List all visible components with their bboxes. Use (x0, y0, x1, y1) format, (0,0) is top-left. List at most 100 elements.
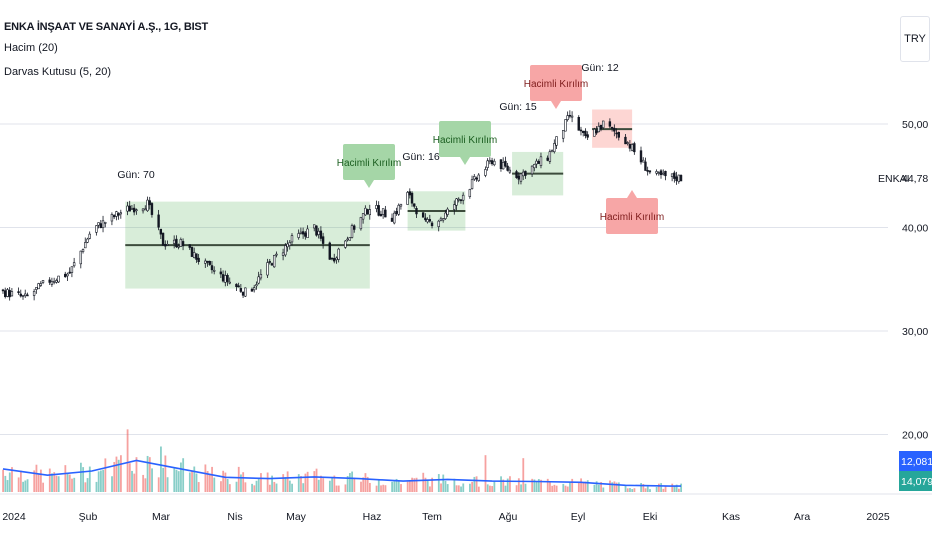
volume-bar (128, 463, 131, 492)
volume-bar (462, 483, 465, 492)
volume-bar (220, 481, 222, 492)
candle-body (546, 157, 549, 161)
candle-body (228, 281, 231, 284)
volume-bar (133, 473, 136, 492)
candle-body (115, 211, 118, 217)
candle-body (344, 240, 347, 248)
volume-bar (524, 483, 527, 492)
volume-bar (222, 470, 225, 492)
candle-body (550, 150, 554, 153)
time-tick-label: Nis (227, 511, 242, 523)
candle-body (150, 203, 154, 215)
candle-body (413, 203, 416, 207)
volume-bar (284, 477, 287, 492)
volume-bar (393, 481, 396, 492)
volume-bar (580, 478, 582, 492)
price-tick-label: 20,00 (902, 430, 928, 442)
candle-body (530, 165, 534, 175)
volume-bar (126, 429, 129, 492)
volume-bar (304, 473, 307, 492)
volume-bar (584, 481, 587, 492)
volume-bar (191, 470, 193, 492)
volume-bar (422, 472, 425, 492)
candle-body (221, 274, 225, 282)
volume-bar (595, 481, 598, 492)
candle-body (306, 228, 309, 239)
candle-body (639, 150, 643, 163)
volume-bar (117, 459, 120, 492)
volume-bar (486, 484, 489, 492)
candle-body (428, 219, 432, 222)
volume-bar (73, 477, 76, 492)
volume-bar (660, 483, 663, 492)
candle-body (8, 290, 11, 298)
candle-body (97, 222, 100, 226)
candle-body (608, 121, 612, 127)
volume-bar (413, 478, 416, 492)
time-tick-label: Ağu (499, 511, 518, 523)
candle-body (455, 198, 458, 206)
candle-body (408, 191, 412, 196)
candle-body (626, 142, 629, 144)
volume-bar (251, 483, 253, 492)
volume-bar (66, 473, 69, 492)
candle-body (397, 204, 400, 215)
candle-body (68, 271, 71, 274)
volume-bar (164, 455, 167, 492)
candle-body (275, 253, 278, 256)
breakout-label: Hacimli Kırılım (433, 121, 497, 165)
darvas-day-count: Gün: 70 (117, 169, 155, 181)
time-tick-label: 2024 (2, 511, 26, 523)
candle-body (66, 273, 69, 277)
volume-bar (224, 472, 227, 492)
candle-body (390, 217, 394, 222)
volume-bar (509, 476, 511, 492)
volume-bar (471, 481, 474, 492)
volume-bar (213, 477, 216, 492)
candle-body (166, 244, 169, 246)
candle-body (39, 283, 42, 286)
volume-bar (613, 481, 616, 492)
candle-body (468, 189, 472, 197)
volume-bar (37, 473, 40, 492)
candle-body (586, 134, 589, 138)
candle-body (410, 192, 414, 204)
candle-body (593, 128, 596, 137)
candle-body (679, 175, 683, 182)
volume-bar (317, 479, 320, 492)
volume-bar (328, 480, 331, 492)
volume-moving-average-line (2, 459, 681, 487)
volume-bar (68, 474, 71, 492)
volume-bar (475, 476, 478, 492)
currency-button[interactable]: TRY (900, 16, 930, 62)
candle-body (457, 198, 460, 201)
breakout-label-text: Hacimli Kırılım (337, 158, 401, 169)
candle-body (444, 212, 447, 220)
candle-body (561, 130, 565, 139)
candle-body (161, 232, 165, 246)
candle-body (35, 287, 38, 290)
darvas-indicator-label[interactable]: Darvas Kutusu (5, 20) (4, 66, 111, 78)
volume-bar (8, 472, 11, 492)
ticker-label: ENKAI (878, 173, 910, 185)
volume-bar (489, 485, 491, 492)
volume-bar (206, 471, 209, 492)
volume-bar (19, 470, 22, 492)
candle-body (237, 285, 240, 288)
candle-body (615, 132, 618, 135)
volume-bar (649, 489, 651, 492)
candle-body (328, 242, 331, 260)
volume-bars (2, 429, 683, 492)
candle-body (281, 252, 285, 256)
volume-bar (364, 473, 367, 492)
volume-indicator-label[interactable]: Hacim (20) (4, 42, 58, 54)
volume-bar (344, 484, 347, 492)
price-axis: 50,00 40,00 30,00 20,00 (902, 119, 928, 442)
candle-body (241, 291, 245, 296)
volume-bar (33, 470, 36, 492)
candle-body (657, 172, 660, 174)
volume-bar (484, 455, 487, 492)
candle-body (655, 171, 658, 174)
volume-bar (377, 479, 380, 492)
